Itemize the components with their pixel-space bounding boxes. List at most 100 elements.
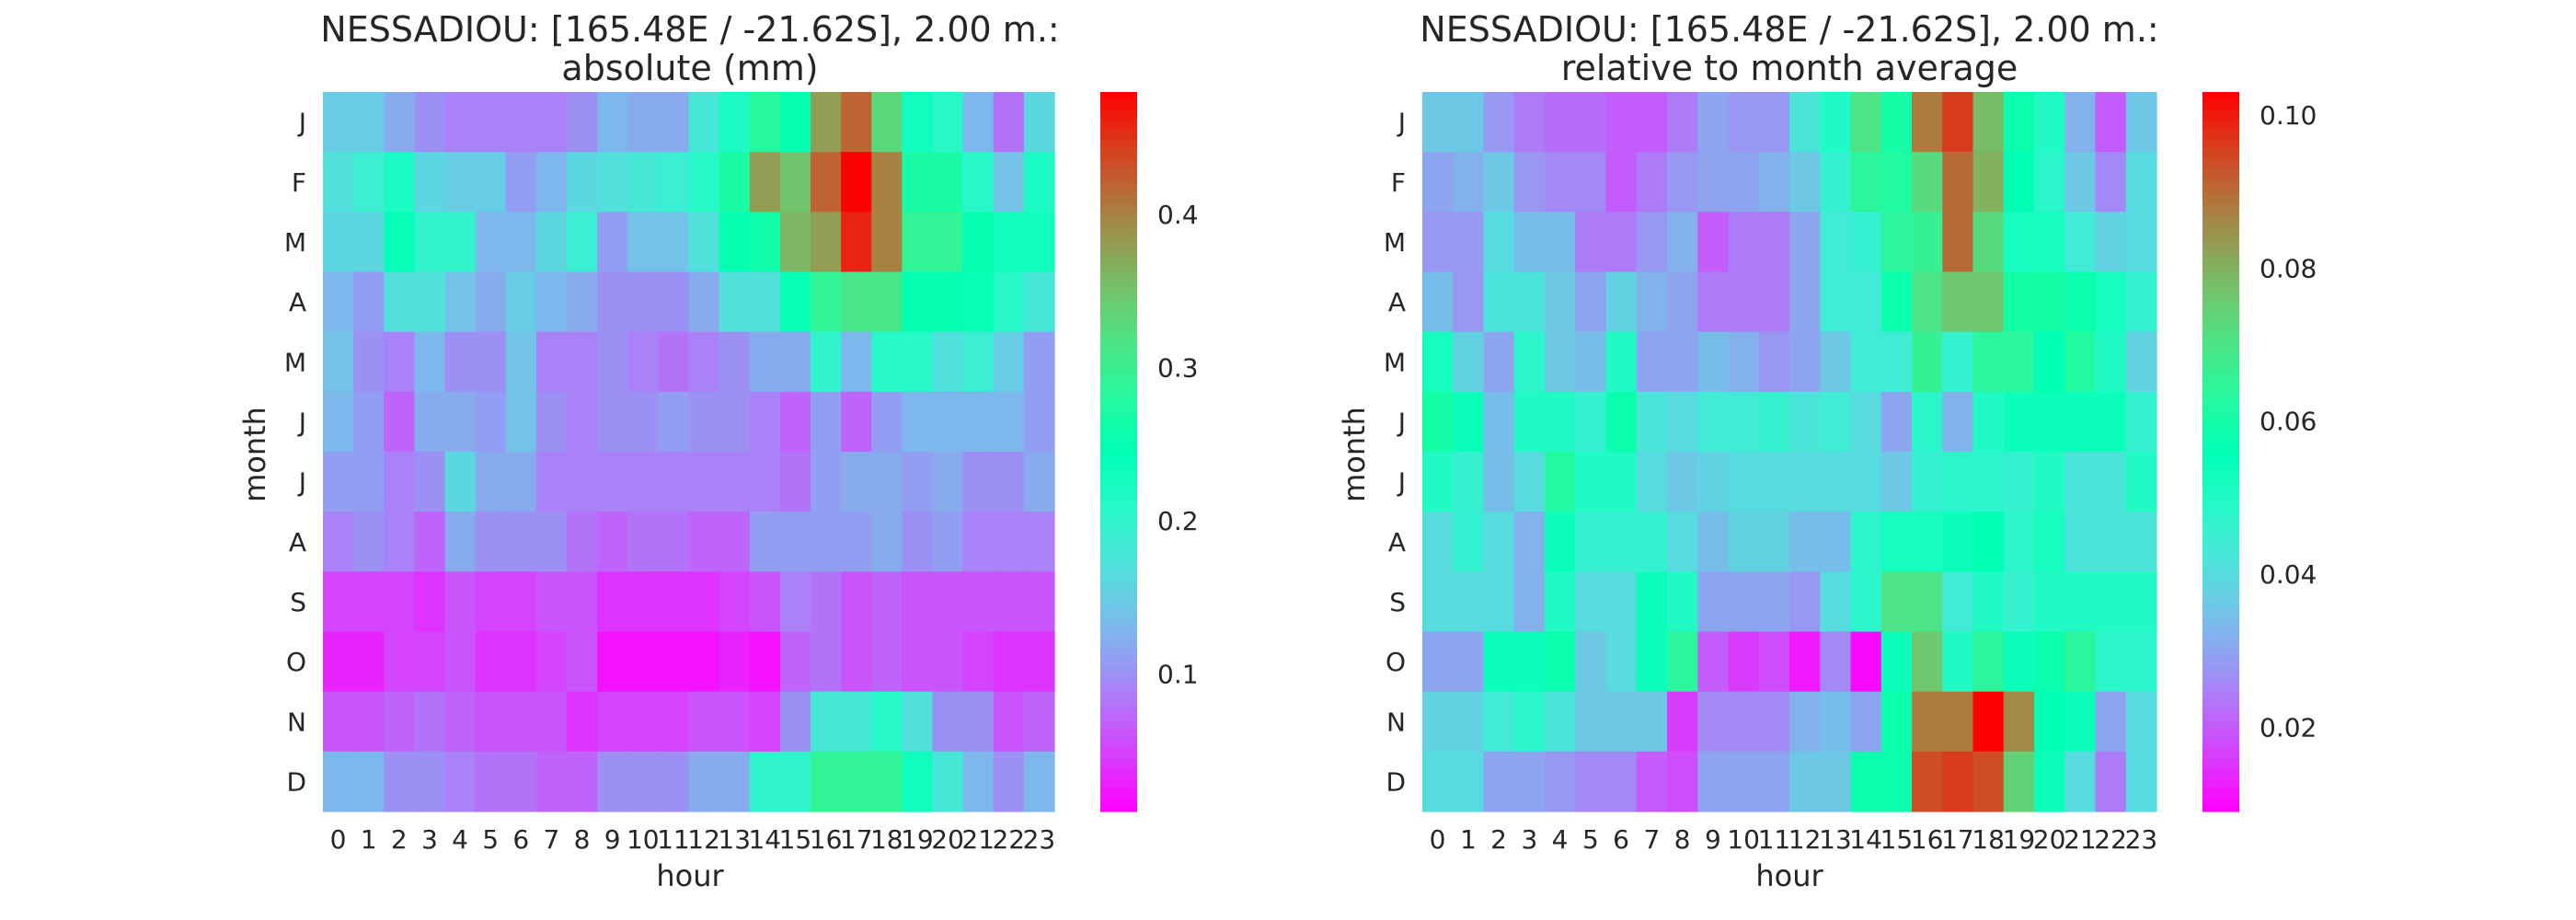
heatmap-cell bbox=[414, 391, 446, 453]
heatmap-cell bbox=[475, 271, 507, 333]
colorbar-segment bbox=[1100, 98, 1137, 105]
heatmap-cell bbox=[902, 631, 934, 693]
heatmap-cell bbox=[505, 691, 537, 753]
colorbar-segment bbox=[1100, 140, 1137, 147]
heatmap-cell bbox=[444, 571, 477, 633]
x-tick-label: 22 bbox=[992, 824, 1025, 855]
colorbar-segment bbox=[1100, 709, 1137, 717]
heatmap-cell bbox=[841, 452, 872, 512]
x-tick-label: 18 bbox=[870, 824, 903, 855]
heatmap-cell bbox=[1667, 92, 1698, 153]
heatmap-cell bbox=[658, 512, 690, 572]
x-tick-label: 19 bbox=[901, 824, 934, 855]
heatmap-cell bbox=[1912, 512, 1943, 572]
colorbar-segment bbox=[2202, 535, 2239, 543]
heatmap-cell bbox=[1820, 512, 1852, 572]
heatmap-cell bbox=[384, 152, 415, 213]
heatmap-cell bbox=[749, 92, 781, 153]
colorbar-segment bbox=[2202, 583, 2239, 591]
colorbar: 0.1 0.2 0.3 0.4 bbox=[1100, 92, 1199, 812]
colorbar-segment bbox=[1100, 583, 1137, 591]
heatmap-cell bbox=[1850, 751, 1882, 812]
heatmap-cell bbox=[414, 92, 446, 153]
heatmap-cell bbox=[658, 631, 690, 693]
heatmap-cell bbox=[1667, 512, 1698, 572]
heatmap-cell bbox=[688, 571, 720, 633]
colorbar-segment bbox=[2202, 241, 2239, 249]
heatmap-cell bbox=[567, 331, 598, 393]
heatmap-cell bbox=[719, 391, 751, 453]
colorbar-segment bbox=[1100, 343, 1137, 351]
heatmap-cell bbox=[993, 271, 1025, 333]
colorbar-segment bbox=[1100, 439, 1137, 447]
colorbar-segment bbox=[2202, 517, 2239, 524]
heatmap-cell bbox=[414, 152, 446, 213]
colorbar-segment bbox=[1100, 200, 1137, 207]
colorbar-segment bbox=[1100, 295, 1137, 303]
heatmap-cell bbox=[567, 152, 598, 213]
chart-title: NESSADIOU: [165.48E / -21.62S], 2.00 m.: bbox=[320, 9, 1059, 50]
colorbar-tick-label: 0.02 bbox=[2260, 713, 2317, 743]
heatmap-cell bbox=[1789, 751, 1821, 812]
colorbar-segment bbox=[2202, 643, 2239, 650]
heatmap-cell bbox=[1697, 391, 1730, 453]
heatmap-cell bbox=[1422, 751, 1454, 812]
colorbar-segment bbox=[2202, 775, 2239, 783]
y-axis-label: month bbox=[237, 407, 272, 502]
colorbar-segment bbox=[1100, 673, 1137, 681]
heatmap-cell bbox=[1972, 391, 2005, 453]
heatmap-cell bbox=[475, 152, 507, 213]
x-tick-label: 13 bbox=[1819, 824, 1852, 855]
heatmap-cell bbox=[444, 691, 477, 753]
heatmap-cell bbox=[811, 92, 842, 153]
heatmap-cell bbox=[1023, 391, 1055, 453]
colorbar-segment bbox=[1100, 535, 1137, 543]
heatmap-cell bbox=[993, 631, 1025, 693]
heatmap-cell bbox=[1697, 152, 1730, 213]
heatmap-cell bbox=[1728, 452, 1760, 512]
heatmap-cell bbox=[1453, 571, 1485, 633]
x-tick-label: 1 bbox=[1460, 824, 1477, 855]
colorbar-segment bbox=[1100, 253, 1137, 261]
heatmap-cell bbox=[1972, 92, 2005, 153]
heatmap-cell bbox=[1636, 691, 1668, 753]
heatmap-cell bbox=[353, 691, 385, 753]
heatmap-cell bbox=[749, 331, 781, 393]
heatmap-cell bbox=[1912, 271, 1943, 333]
heatmap-cell bbox=[962, 512, 995, 572]
heatmap-cell bbox=[1422, 512, 1454, 572]
heatmap-cell bbox=[1912, 452, 1943, 512]
heatmap-cell bbox=[1942, 571, 1974, 633]
y-tick-label: N bbox=[287, 707, 306, 737]
heatmap-cell bbox=[811, 631, 842, 693]
heatmap-cell bbox=[2095, 452, 2127, 512]
heatmap-cell bbox=[384, 271, 415, 333]
heatmap-cell bbox=[1023, 571, 1055, 633]
colorbar-segment bbox=[2202, 667, 2239, 674]
heatmap-cell bbox=[1453, 152, 1485, 213]
heatmap-cell bbox=[1667, 571, 1698, 633]
heatmap-cell bbox=[1667, 452, 1698, 512]
heatmap-cell bbox=[2064, 751, 2097, 812]
heatmap-cell bbox=[1513, 152, 1546, 213]
heatmap-cell bbox=[1453, 751, 1485, 812]
colorbar-segment bbox=[1100, 661, 1137, 669]
heatmap-cell bbox=[719, 152, 751, 213]
heatmap-cell bbox=[1023, 751, 1055, 812]
colorbar-segment bbox=[1100, 319, 1137, 327]
heatmap-cell bbox=[871, 631, 903, 693]
heatmap-cell bbox=[627, 631, 659, 693]
colorbar-segment bbox=[1100, 116, 1137, 123]
heatmap-cell bbox=[475, 452, 507, 512]
colorbar-segment bbox=[1100, 415, 1137, 423]
heatmap-cell bbox=[1545, 751, 1576, 812]
colorbar-segment bbox=[2202, 271, 2239, 279]
heatmap-cell bbox=[1667, 691, 1698, 753]
colorbar-segment bbox=[1100, 529, 1137, 536]
heatmap-cell bbox=[1605, 212, 1638, 273]
colorbar-segment bbox=[2202, 703, 2239, 710]
heatmap-cell bbox=[1636, 331, 1668, 393]
colorbar-segment bbox=[2202, 523, 2239, 531]
heatmap-cell bbox=[841, 631, 872, 693]
